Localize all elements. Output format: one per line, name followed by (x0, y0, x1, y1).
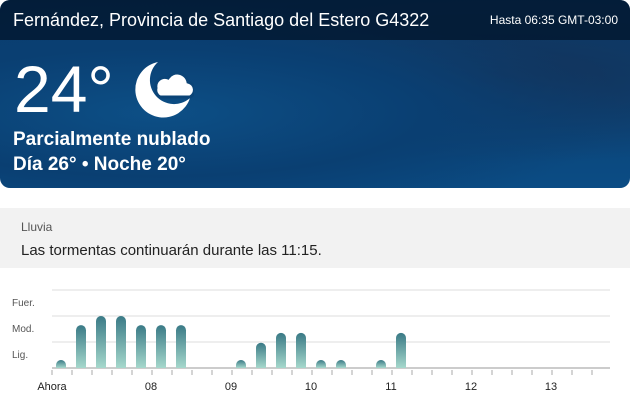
y-level-label: Fuer. (12, 298, 35, 309)
precipitation-chart: Lig. Mod. Fuer. Ahora 08 09 10 11 12 13 (12, 289, 610, 393)
x-tick-label: 12 (465, 381, 477, 393)
precipitation-bar (76, 325, 86, 368)
precipitation-bar (116, 316, 126, 368)
precipitation-bar (316, 360, 326, 368)
location-name: Fernández, Provincia de Santiago del Est… (13, 10, 430, 30)
x-tick-label: 09 (225, 381, 237, 393)
rain-label: Lluvia (21, 220, 53, 234)
rain-text: Las tormentas continuarán durante las 11… (21, 242, 322, 259)
day-night-temperatures: Día 26° • Noche 20° (13, 154, 186, 175)
x-tick-label: 08 (145, 381, 157, 393)
precipitation-bar (136, 325, 146, 368)
x-tick-label: 11 (385, 381, 396, 393)
valid-until: Hasta 06:35 GMT-03:00 (489, 13, 618, 27)
current-temperature: 24° (14, 52, 114, 126)
current-weather-card: Fernández, Provincia de Santiago del Est… (0, 0, 630, 188)
partly-cloudy-night-icon (135, 62, 194, 118)
precipitation-bar (96, 316, 106, 368)
precipitation-bar (56, 360, 66, 368)
precipitation-bar (236, 360, 246, 368)
x-tick-label: 10 (305, 381, 317, 393)
condition-text: Parcialmente nublado (13, 129, 211, 150)
precipitation-bar (396, 332, 406, 368)
y-level-label: Lig. (12, 350, 28, 361)
precipitation-bar (176, 325, 186, 368)
y-level-label: Mod. (12, 324, 34, 335)
rain-summary: Lluvia Las tormentas continuarán durante… (0, 208, 630, 268)
precipitation-bar (376, 360, 386, 368)
precipitation-bar (276, 332, 286, 368)
precipitation-bar (256, 342, 266, 368)
precipitation-bar (336, 360, 346, 368)
x-tick-label: Ahora (37, 381, 67, 393)
x-tick-label: 13 (545, 381, 557, 393)
precipitation-bar (156, 325, 166, 368)
precipitation-bar (296, 332, 306, 368)
location-header: Fernández, Provincia de Santiago del Est… (0, 0, 630, 40)
